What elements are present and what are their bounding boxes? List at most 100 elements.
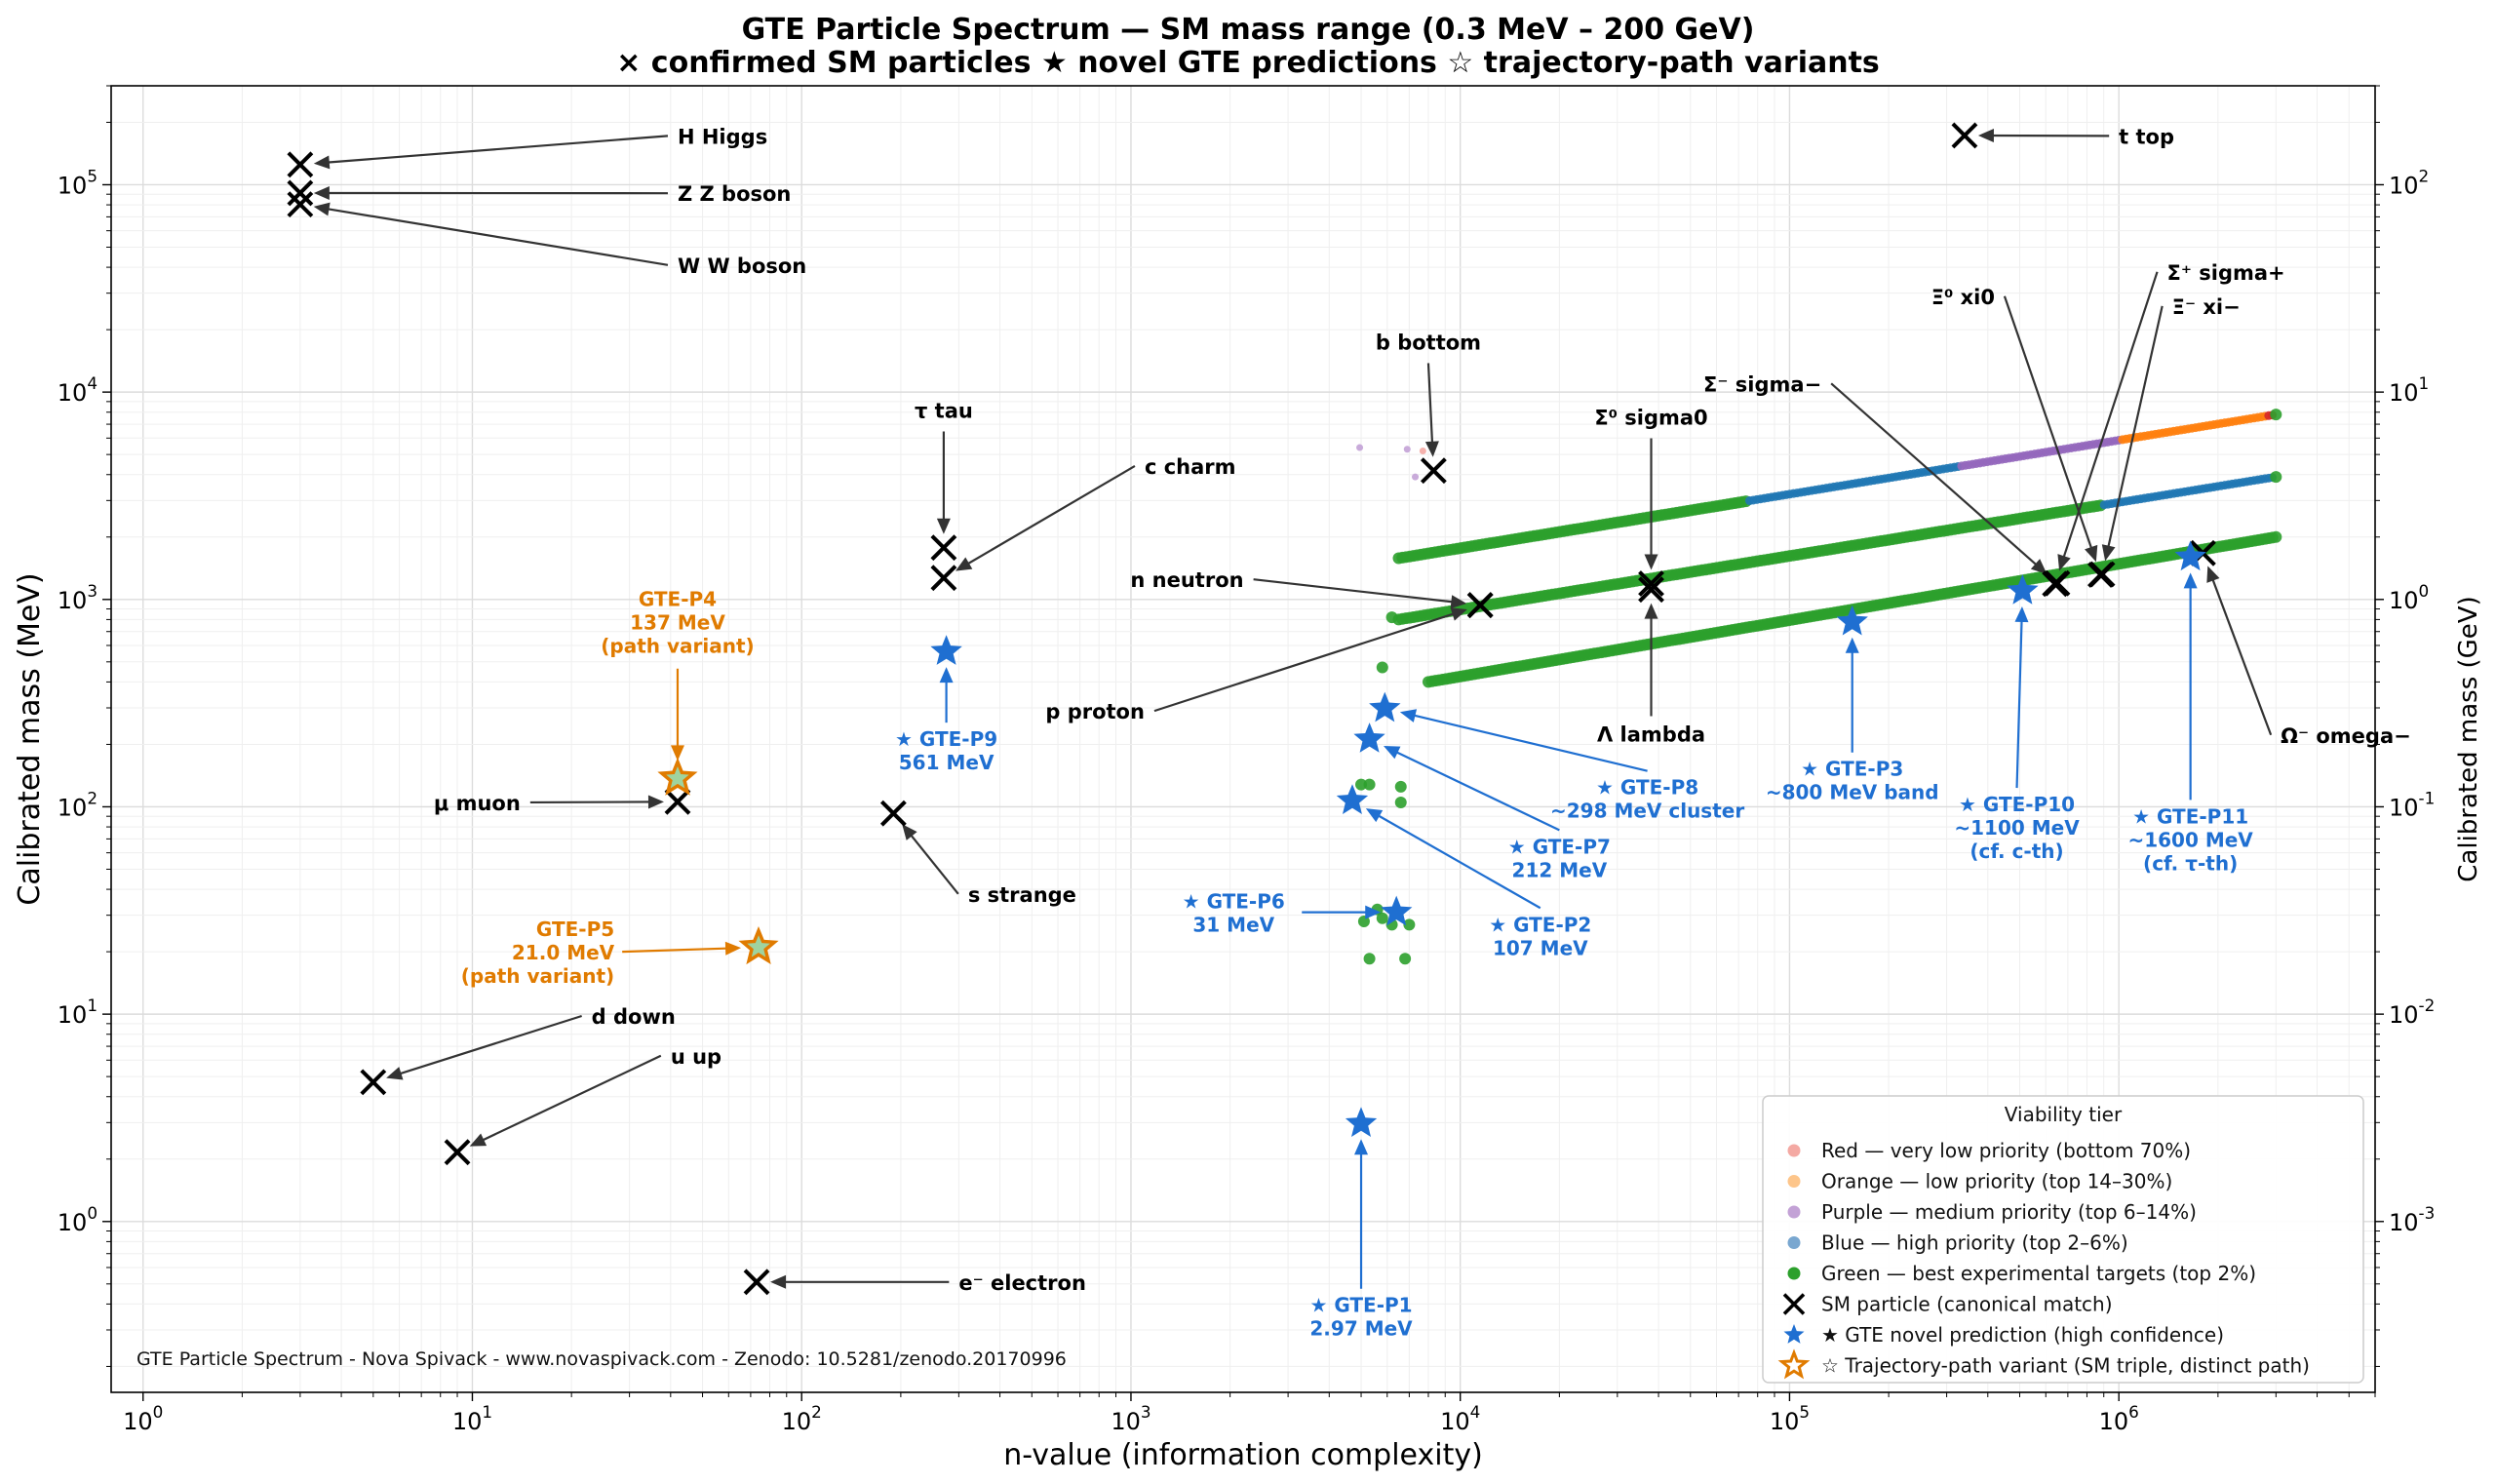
sm-particle-label: μ muon (434, 792, 521, 815)
sm-particle-arrow (1644, 438, 1658, 570)
gte-prediction-label: ~800 MeV band (1766, 781, 1939, 804)
gte-prediction-label: (cf. τ-th) (2143, 851, 2238, 875)
legend-swatch-hollow-star (1777, 1348, 1811, 1380)
band-point (2270, 471, 2282, 484)
annotation-arrows (313, 129, 2273, 1289)
y-tick-label: 103 (58, 581, 98, 614)
sm-particle-arrow (2206, 566, 2273, 736)
gte-prediction-label: 561 MeV (899, 751, 994, 774)
gte-prediction-label: ~1600 MeV (2127, 828, 2253, 851)
tier-point (1412, 473, 1420, 481)
gte-prediction-label: ~298 MeV cluster (1550, 800, 1744, 823)
y-tick-label: 102 (58, 788, 98, 821)
sm-particle-label: Ξ⁰ xi0 (1931, 286, 1995, 309)
gte-prediction-arrow (1354, 1139, 1369, 1289)
sm-particle-arrow (1830, 382, 2048, 574)
sm-particle-marker (1466, 592, 1494, 619)
y-tick-label: 104 (58, 373, 98, 407)
sm-particle-marker (743, 1269, 770, 1296)
x-tick-label: 100 (123, 1402, 163, 1435)
legend-entry-label: SM particle (canonical match) (1821, 1293, 2113, 1316)
legend-entry-label: Purple — medium priority (top 6–14%) (1821, 1200, 2197, 1224)
gte-prediction-star (2007, 574, 2039, 605)
gte-prediction-star (1345, 1107, 1378, 1137)
sm-particle-marker (879, 800, 907, 827)
sm-particle-label: c charm (1145, 455, 1236, 479)
legend-swatch-x (1782, 1293, 1806, 1315)
sm-particle-label: b bottom (1376, 331, 1481, 354)
sm-particle-marker (1420, 457, 1447, 485)
y-right-tick-label: 101 (2389, 373, 2429, 407)
chart-title: GTE Particle Spectrum — SM mass range (0… (742, 13, 1755, 47)
y-tick-label: 100 (58, 1203, 98, 1236)
x-tick-label: 103 (1111, 1402, 1150, 1435)
gte-prediction-star (1353, 722, 1385, 753)
tier-point (1357, 916, 1370, 928)
sm-particle-arrow (313, 202, 669, 266)
path-variant-label: 137 MeV (630, 611, 725, 635)
tier-point (1399, 953, 1412, 965)
chart-subtitle: × confirmed SM particles ★ novel GTE pre… (616, 46, 1880, 80)
sm-particle-marker (1951, 122, 1978, 149)
sm-particle-marker (287, 191, 314, 218)
sm-particle-label: Σ⁰ sigma0 (1594, 406, 1707, 429)
y-tick-label: 101 (58, 996, 98, 1029)
sm-particle-arrow (1977, 129, 2110, 143)
legend-entry-label: Blue — high priority (top 2–6%) (1821, 1231, 2128, 1255)
tier-point (1394, 796, 1407, 808)
gte-prediction-label: 31 MeV (1192, 914, 1274, 937)
gte-prediction-star (1336, 784, 1369, 814)
plot-frame (110, 85, 2376, 1393)
x-tick-label: 102 (782, 1402, 822, 1435)
y-tick-label: 105 (58, 166, 98, 199)
gte-prediction-label: ★ GTE-P9 (895, 727, 997, 751)
gte-prediction-label: ★ GTE-P6 (1183, 890, 1285, 914)
sm-particle-arrow (313, 135, 669, 170)
y-right-tick-label: 100 (2389, 581, 2429, 614)
sm-particle-marker (2042, 570, 2069, 598)
sm-particle-arrow (1153, 607, 1467, 713)
sm-particle-arrow (2101, 305, 2164, 562)
sm-particle-arrow (1644, 603, 1658, 717)
tier-point (1363, 778, 1376, 791)
sm-particle-label: Σ⁻ sigma− (1703, 372, 1821, 396)
y-right-tick-label: 102 (2389, 166, 2429, 199)
sm-particle-arrow (936, 431, 951, 534)
axis-ticks: 100 101 102 103 104 105 106 100 101 102 103 104 105 1… (58, 85, 2435, 1435)
legend-swatch-dot (1787, 1205, 1801, 1219)
y-right-tick-label: 10-3 (2389, 1203, 2435, 1236)
legend-swatch-dot (1787, 1175, 1801, 1188)
sm-particle-marker (2088, 561, 2116, 588)
sm-particle-label: Λ lambda (1597, 723, 1705, 747)
particle-markers (287, 122, 2216, 1296)
legend-swatch-star (1783, 1324, 1805, 1344)
path-variant-label: GTE-P4 (639, 588, 717, 611)
path-variant-label: 21.0 MeV (512, 941, 615, 964)
path-variant-label: GTE-P5 (536, 918, 614, 941)
gte-prediction-arrow (1384, 745, 1560, 832)
gte-prediction-label: ★ GTE-P11 (2132, 804, 2248, 828)
tier-scatter-points (1355, 444, 1426, 965)
sm-particle-label: Ω⁻ omega− (2281, 724, 2411, 748)
sm-particle-label: τ tau (915, 399, 973, 422)
sm-particle-marker (930, 565, 957, 592)
tier-point (1385, 611, 1398, 624)
sm-particle-arrow (2003, 295, 2098, 563)
y-right-tick-label: 10-1 (2389, 788, 2435, 821)
gte-prediction-label: ★ GTE-P3 (1801, 758, 1903, 781)
legend-entry-label: ★ GTE novel prediction (high confidence) (1821, 1323, 2224, 1347)
gte-prediction-label: 212 MeV (1512, 858, 1608, 881)
gte-prediction-star (1369, 691, 1401, 722)
band-point (2270, 530, 2282, 543)
gte-prediction-arrow (2183, 572, 2198, 801)
path-variant-arrow (622, 941, 742, 956)
gte-prediction-arrow (1845, 637, 1859, 753)
gte-prediction-star (2174, 540, 2206, 571)
sm-particle-label: e⁻ electron (958, 1271, 1086, 1295)
gte-prediction-label: 2.97 MeV (1309, 1317, 1413, 1341)
sm-particle-marker (1638, 570, 1664, 597)
sm-particle-arrow (902, 824, 959, 895)
sm-particle-label: n neutron (1130, 568, 1243, 592)
sm-particle-arrow (469, 1054, 662, 1147)
